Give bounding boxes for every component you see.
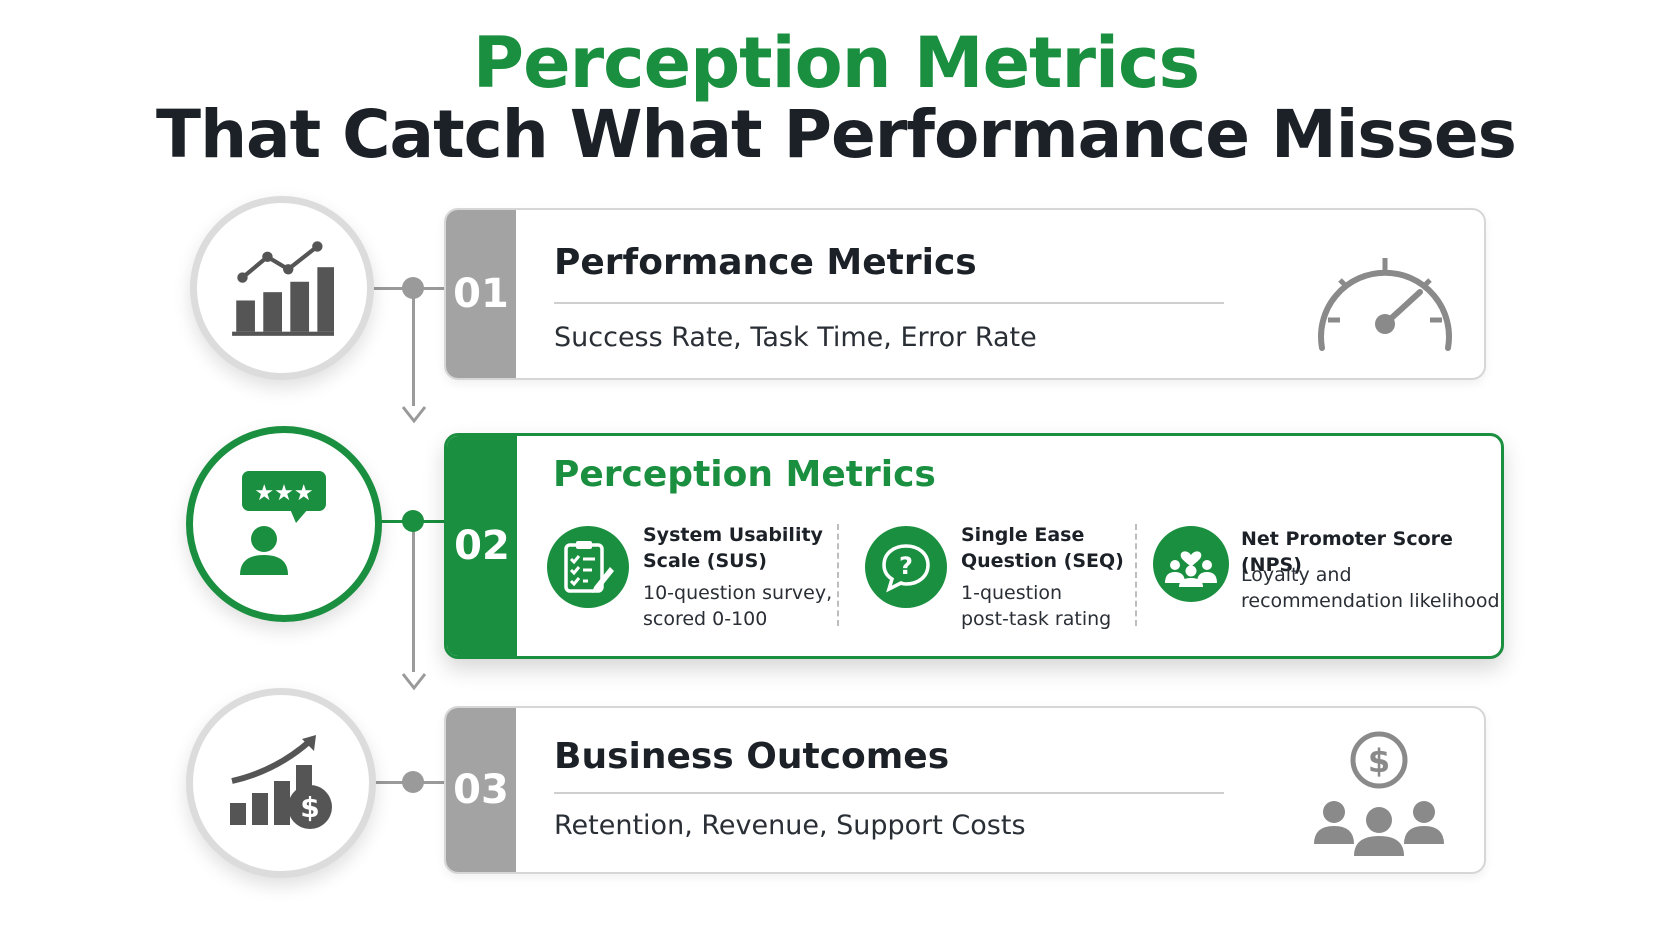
step-1-number: 01 [446,210,516,378]
metric-nps-description: Loyalty and recommendation likelihood [1241,564,1500,612]
metric-divider-2 [1135,524,1137,626]
metric-divider-1 [837,524,839,626]
step-2-circle: ★★★ [186,426,382,622]
arrow-down-icon [401,406,427,424]
growth-dollar-icon: $ [230,735,332,829]
metric-sus-name: System Usability Scale (SUS) [643,524,823,572]
rating-user-icon: ★★★ [240,471,326,575]
step-1-divider [554,302,1224,304]
svg-text:?: ? [899,552,913,580]
step-2-title: Perception Metrics [553,454,936,495]
step-3-card: 03 Business Outcomes Retention, Revenue,… [444,706,1486,874]
connector-line-1 [412,288,415,406]
step-3-subtitle: Retention, Revenue, Support Costs [554,810,1026,841]
clipboard-checklist-icon [547,526,629,608]
step-2-card: 02 Perception Metrics System Usability S… [444,433,1504,659]
metric-seq-description: 1-question post-task rating [961,582,1112,630]
metric-sus-description: 10-question survey, scored 0-100 [643,582,833,630]
metric-seq-name: Single Ease Question (SEQ) [961,524,1124,572]
step-3-circle: $ [186,688,376,878]
svg-text:$: $ [300,791,319,824]
people-heart-icon [1153,526,1229,602]
arrow-down-icon [401,673,427,691]
step-3-title: Business Outcomes [554,736,950,777]
connector-dot-1 [402,277,424,299]
speedometer-icon [1318,258,1452,351]
step-2-number: 02 [447,436,517,656]
question-bubble-icon: ? [865,526,947,608]
title-line-2: That Catch What Performance Misses [156,96,1517,173]
svg-text:$: $ [1368,742,1390,780]
step-1-circle [190,196,374,380]
step-1-subtitle: Success Rate, Task Time, Error Rate [554,322,1037,353]
svg-text:★★★: ★★★ [254,481,313,506]
connector-dot-2 [402,510,424,532]
step-3-number: 03 [446,708,516,872]
bar-chart-line-icon [232,241,334,336]
connector-dot-3 [402,771,424,793]
title-line-1: Perception Metrics [472,22,1200,104]
step-3-divider [554,792,1224,794]
people-dollar-icon: $ [1314,731,1444,856]
step-1-card: 01 Performance Metrics Success Rate, Tas… [444,208,1486,380]
metric-nps-name: Net Promoter Score (NPS) [1241,528,1453,576]
connector-line-2 [412,522,415,672]
step-1-title: Performance Metrics [554,242,977,283]
